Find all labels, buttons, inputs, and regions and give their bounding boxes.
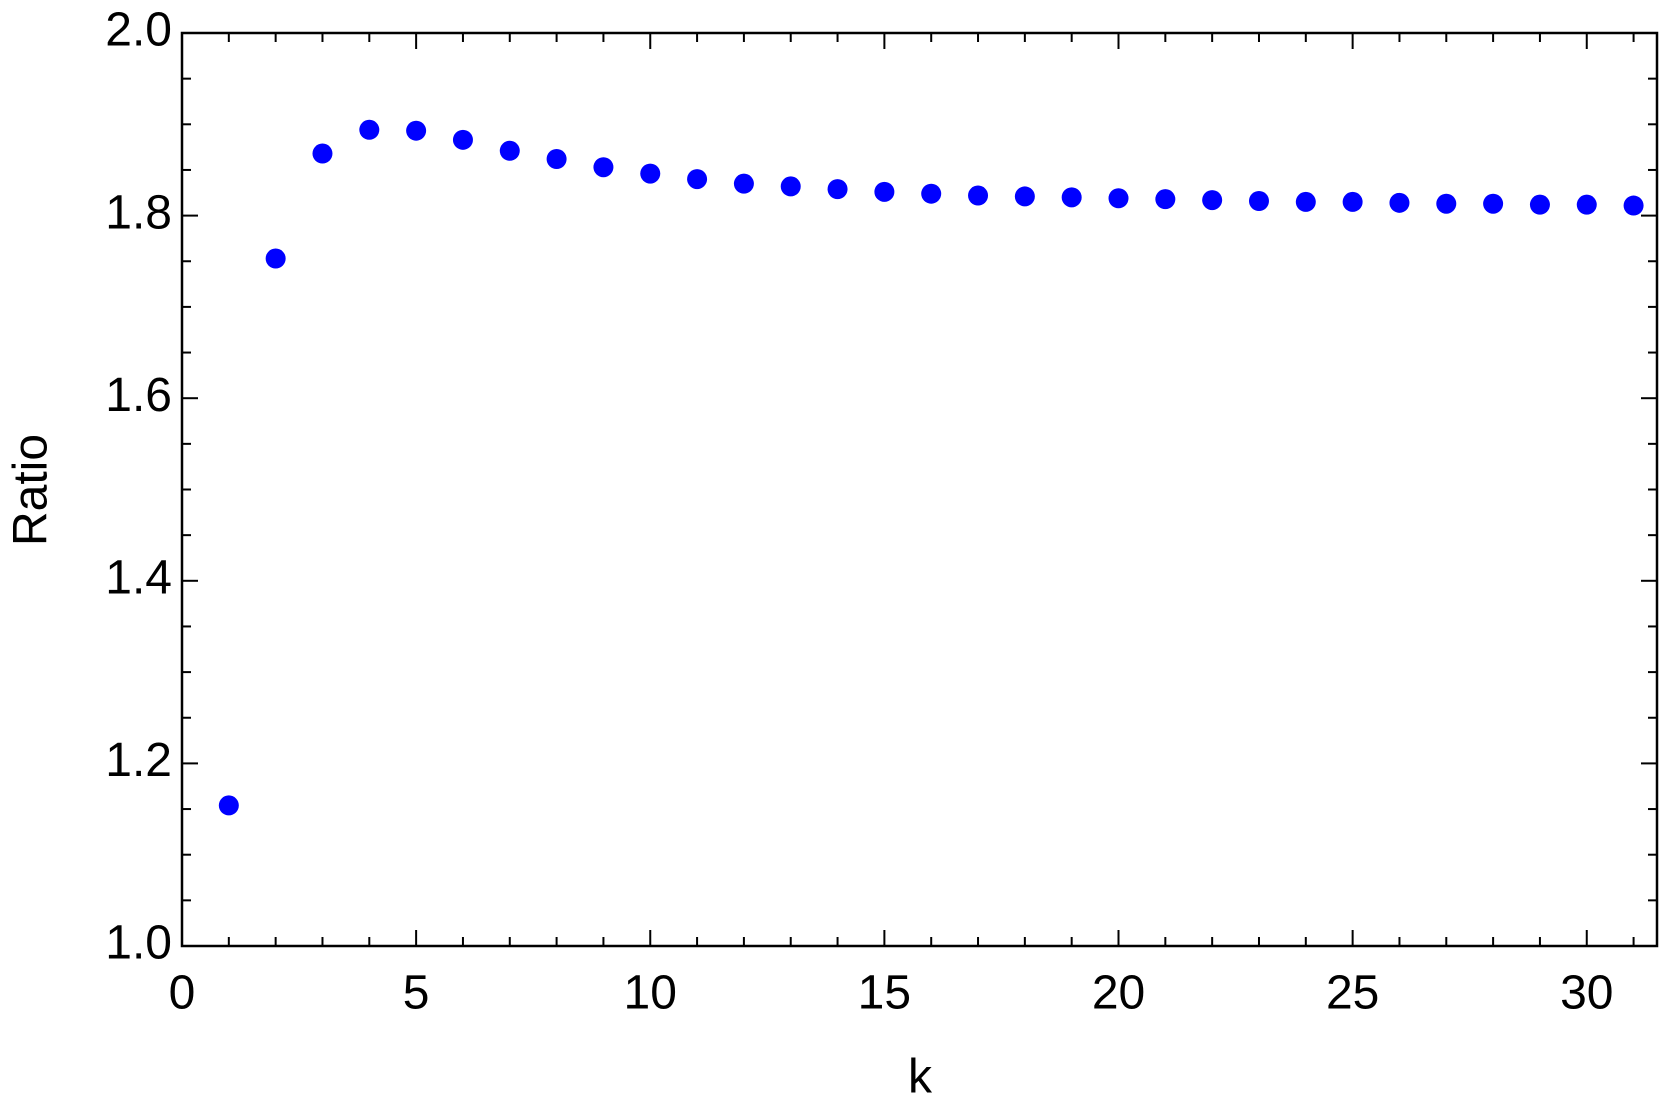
point bbox=[1389, 192, 1410, 213]
x-tick-label: 10 bbox=[624, 967, 677, 1020]
point bbox=[827, 179, 848, 200]
point bbox=[640, 163, 661, 184]
point bbox=[874, 181, 895, 202]
point bbox=[1342, 191, 1363, 212]
point bbox=[1623, 195, 1644, 216]
point bbox=[1155, 189, 1176, 210]
x-tick-label: 15 bbox=[858, 967, 911, 1020]
point bbox=[1529, 194, 1550, 215]
point bbox=[359, 119, 380, 140]
y-tick-label: 2.0 bbox=[105, 4, 172, 57]
point bbox=[1202, 190, 1223, 211]
point bbox=[1483, 193, 1504, 214]
x-axis-label: k bbox=[908, 1051, 933, 1104]
point bbox=[1436, 193, 1457, 214]
point bbox=[1108, 188, 1129, 209]
x-tick-label: 0 bbox=[169, 967, 196, 1020]
point bbox=[546, 148, 567, 169]
y-tick-label: 1.2 bbox=[105, 734, 172, 787]
point bbox=[1576, 194, 1597, 215]
plot-frame bbox=[180, 31, 1659, 948]
point bbox=[1295, 191, 1316, 212]
point bbox=[218, 795, 239, 816]
point bbox=[968, 185, 989, 206]
y-axis-label: Ratio bbox=[5, 434, 58, 546]
point bbox=[265, 248, 286, 269]
point bbox=[1248, 190, 1269, 211]
point bbox=[733, 173, 754, 194]
point bbox=[406, 120, 427, 141]
x-tick-label: 5 bbox=[403, 967, 430, 1020]
point bbox=[452, 129, 473, 150]
x-tick-label: 20 bbox=[1092, 967, 1145, 1020]
point bbox=[687, 169, 708, 190]
point bbox=[312, 143, 333, 164]
point bbox=[499, 140, 520, 161]
point bbox=[1014, 186, 1035, 207]
y-tick-label: 1.4 bbox=[105, 551, 172, 604]
point bbox=[593, 157, 614, 178]
y-tick-label: 1.8 bbox=[105, 186, 172, 239]
y-tick-label: 1.6 bbox=[105, 369, 172, 422]
point bbox=[921, 183, 942, 204]
x-tick-label: 25 bbox=[1326, 967, 1379, 1020]
point bbox=[1061, 187, 1082, 208]
point bbox=[780, 176, 801, 197]
x-tick-label: 30 bbox=[1560, 967, 1613, 1020]
y-tick-label: 1.0 bbox=[105, 917, 172, 970]
